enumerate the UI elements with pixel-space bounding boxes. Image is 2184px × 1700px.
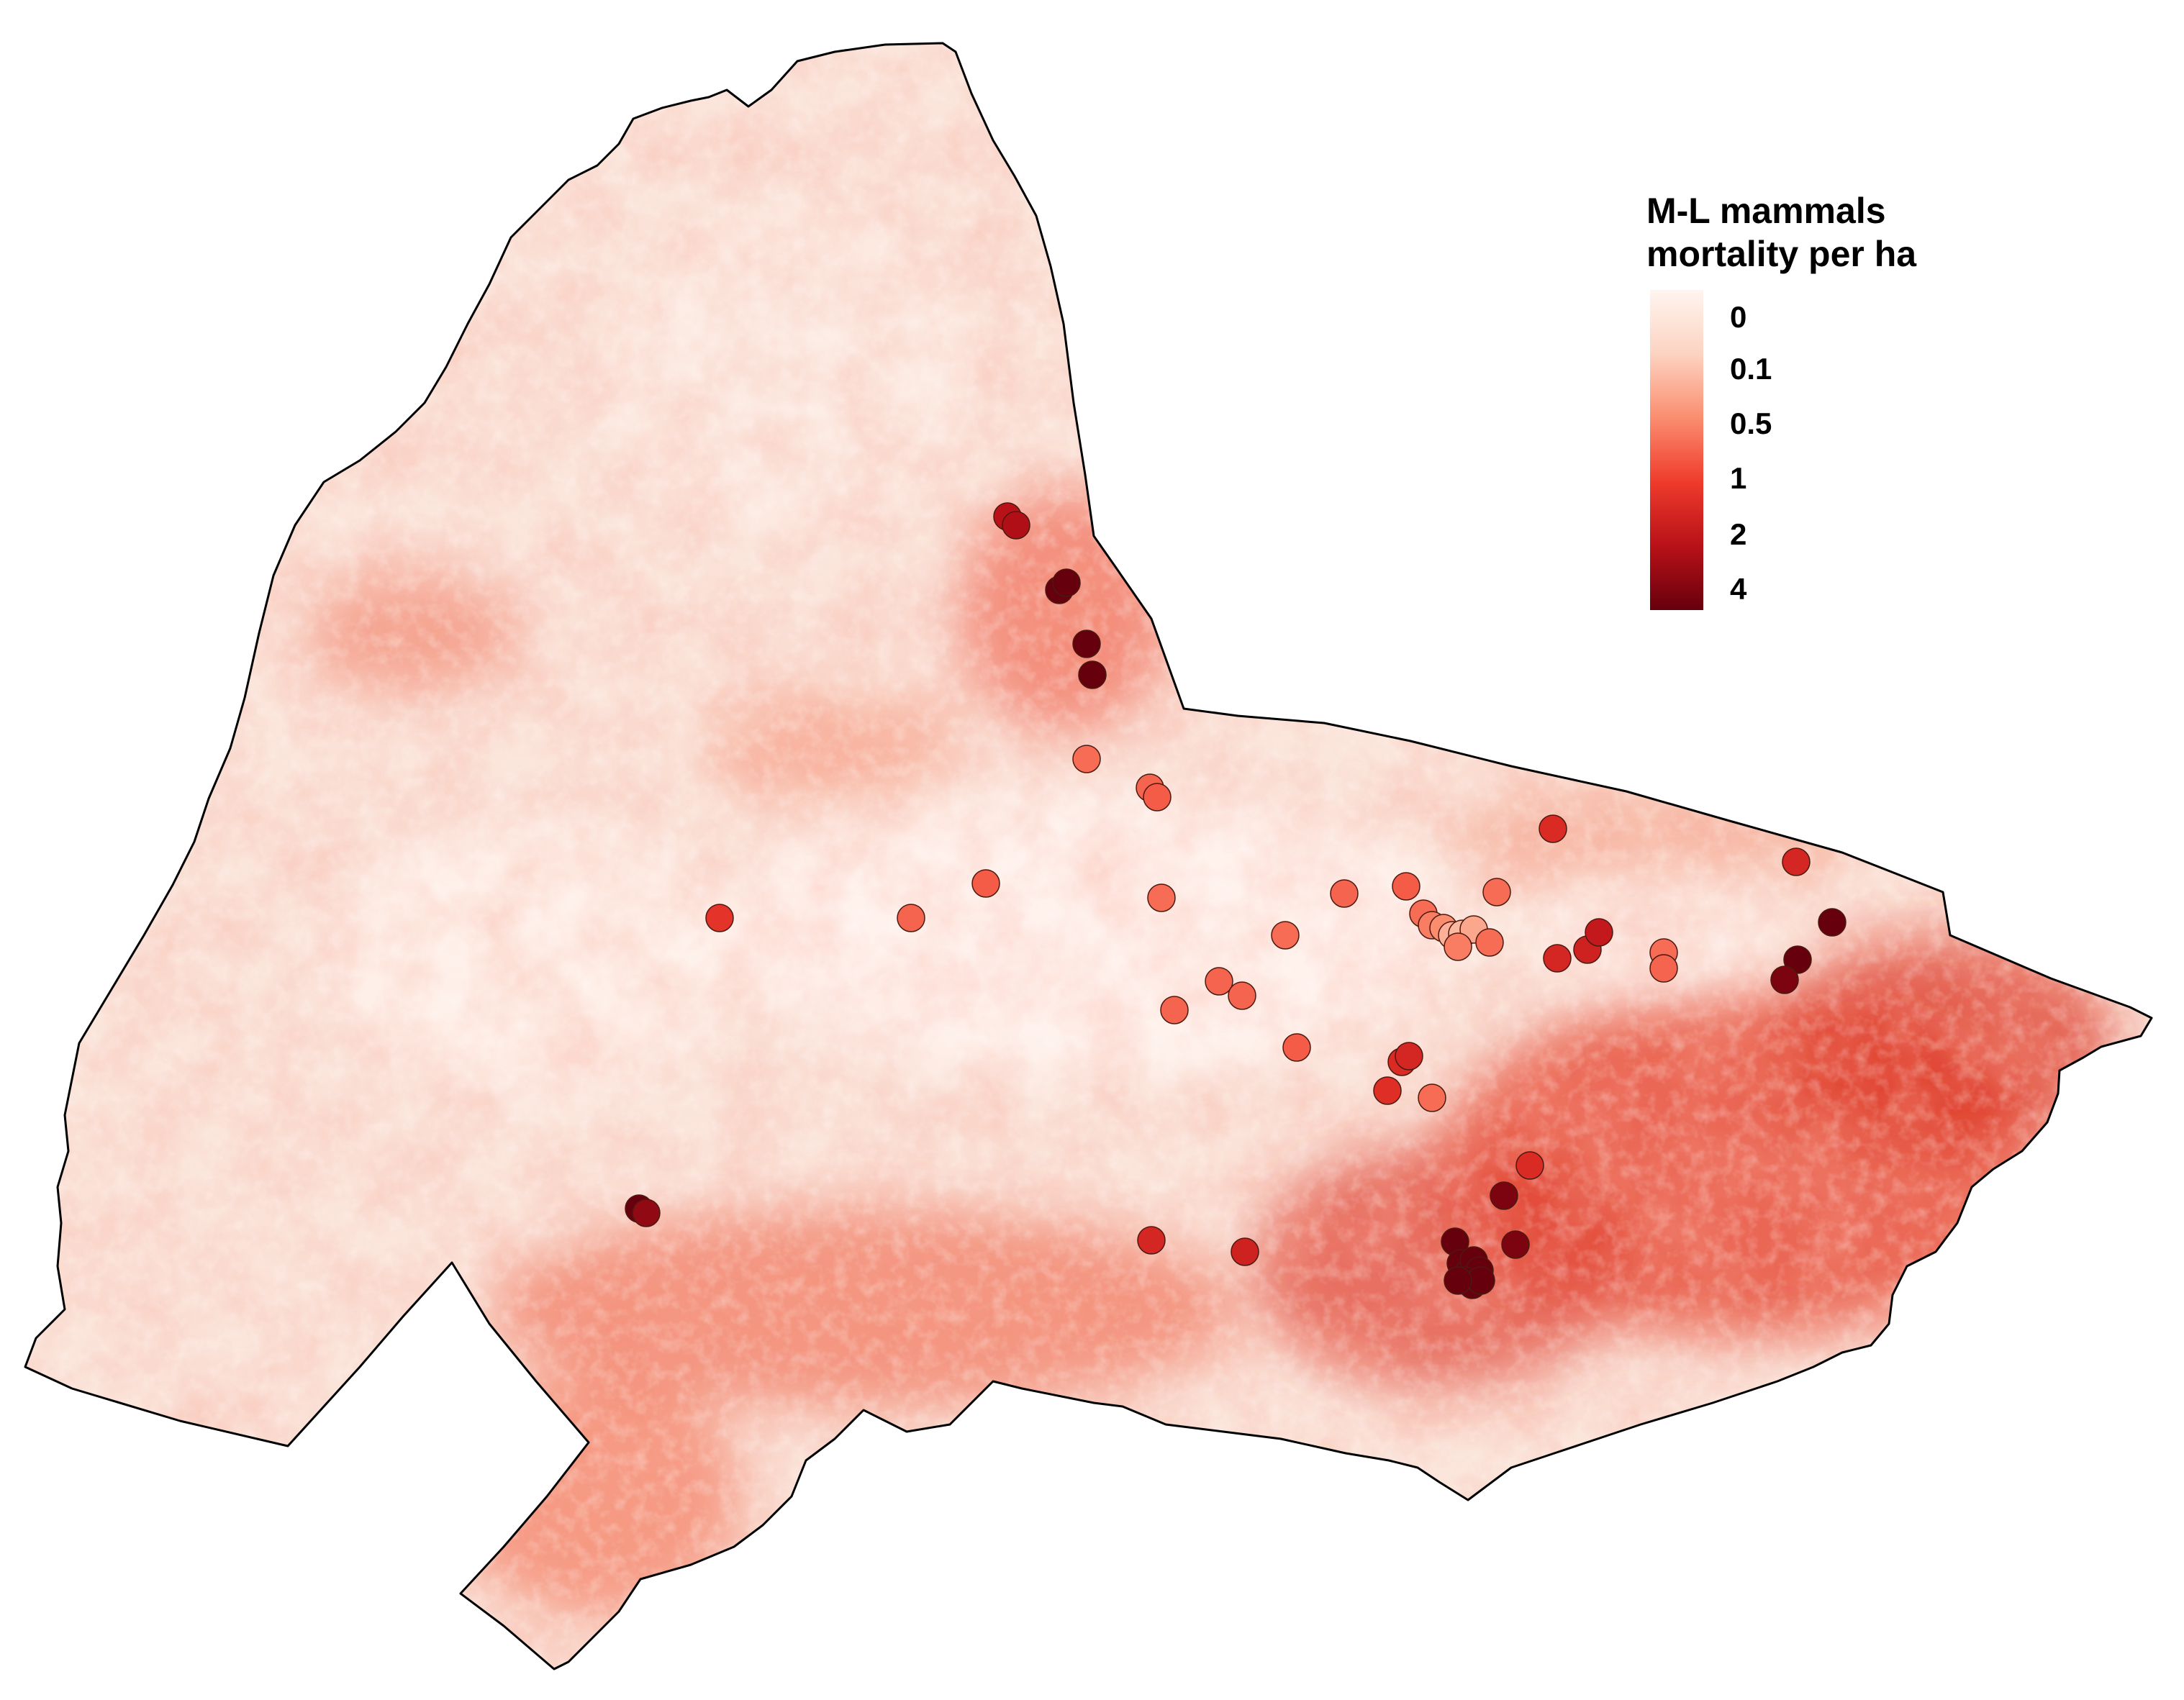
legend-title-line2: mortality per ha: [1646, 234, 1917, 274]
observation-point: [1395, 1042, 1423, 1071]
observation-point: [897, 904, 925, 932]
observation-point: [971, 869, 1000, 898]
legend-title-line1: M-L mammals: [1646, 191, 1886, 231]
observation-point: [1052, 568, 1081, 597]
observation-point: [1818, 908, 1847, 937]
observation-point: [1330, 879, 1359, 908]
observation-point: [1543, 944, 1572, 973]
legend: M-L mammals mortality per ha 0 0.1 0.5 1 2 4: [1646, 191, 1917, 610]
observation-point: [1444, 932, 1472, 961]
observation-point: [1002, 511, 1030, 540]
observation-point: [1585, 918, 1613, 947]
observation-point: [1373, 1076, 1402, 1105]
observation-point: [1783, 945, 1812, 974]
legend-colorbar: [1650, 290, 1703, 610]
observation-point: [1147, 883, 1176, 912]
observation-point: [1205, 967, 1233, 996]
observation-point: [1475, 928, 1504, 957]
legend-tick-label: 4: [1730, 572, 1747, 606]
observation-point: [1418, 1083, 1446, 1112]
legend-tick-label: 0.1: [1730, 352, 1772, 386]
observation-point: [1490, 1181, 1518, 1210]
observation-points: [625, 502, 1847, 1299]
observation-point: [1072, 629, 1101, 658]
observation-point: [1231, 1237, 1259, 1266]
observation-point: [1539, 814, 1567, 843]
observation-point: [1444, 1266, 1472, 1295]
observation-point: [1392, 872, 1420, 901]
observation-point: [1271, 921, 1300, 950]
observation-point: [1782, 847, 1811, 876]
observation-point: [1482, 878, 1511, 906]
observation-point: [1770, 965, 1799, 994]
observation-point: [1515, 1151, 1544, 1180]
observation-point: [1160, 996, 1189, 1024]
observation-point: [1282, 1033, 1311, 1062]
observation-point: [1501, 1230, 1530, 1259]
observation-point: [1143, 783, 1172, 812]
legend-ticks: 0 0.1 0.5 1 2 4: [1730, 300, 1772, 606]
observation-point: [1072, 745, 1101, 773]
legend-tick-label: 2: [1730, 517, 1746, 551]
legend-tick-label: 0.5: [1730, 406, 1772, 440]
observation-point: [632, 1199, 661, 1227]
observation-point: [1078, 660, 1107, 689]
legend-tick-label: 0: [1730, 300, 1746, 334]
region-boundary: [24, 42, 2153, 1671]
legend-tick-label: 1: [1730, 461, 1746, 495]
observation-point: [1137, 1226, 1166, 1255]
observation-point: [1228, 981, 1256, 1010]
observation-point: [705, 904, 734, 932]
observation-point: [1649, 954, 1678, 983]
